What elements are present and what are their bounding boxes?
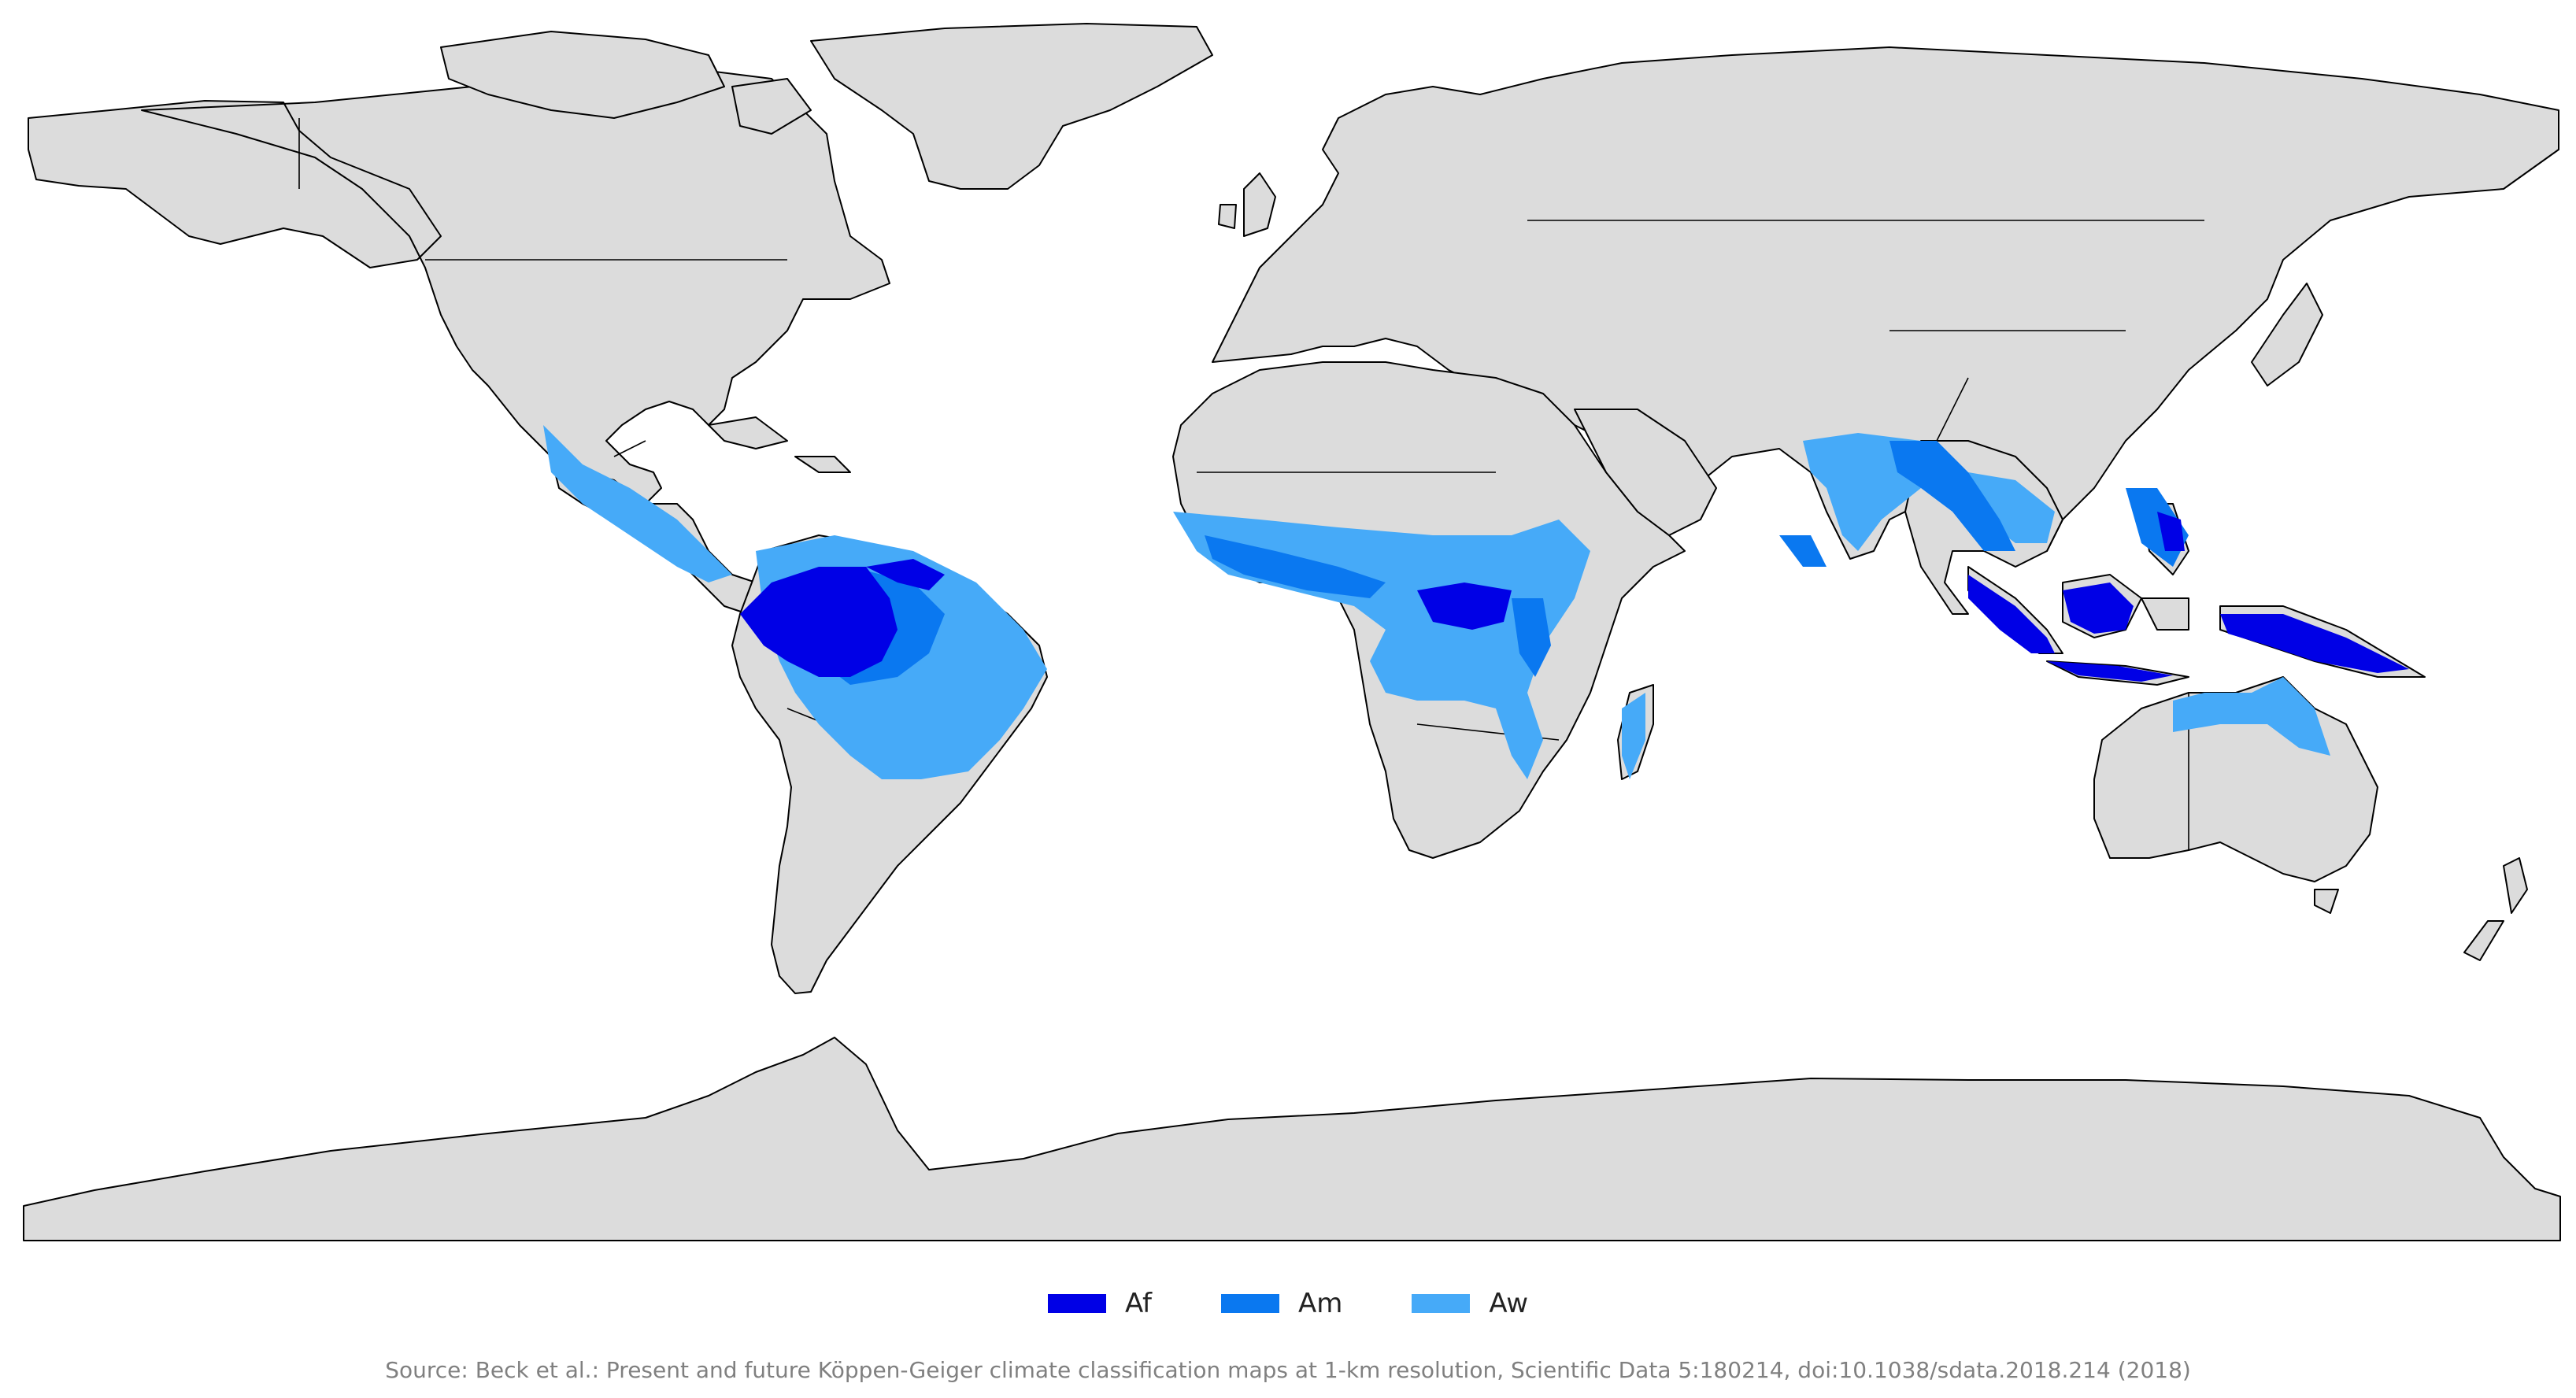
legend-label-am: Am <box>1297 1288 1343 1319</box>
legend-label-af: Af <box>1124 1288 1152 1319</box>
legend: Af Am Aw <box>0 1282 2576 1326</box>
zone-af <box>740 512 2409 682</box>
legend-label-aw: Aw <box>1489 1288 1529 1319</box>
greenland <box>810 23 1213 190</box>
japan <box>2251 283 2323 386</box>
legend-item-aw: Aw <box>1412 1288 1528 1319</box>
british-isles <box>1218 172 1276 237</box>
legend-swatch-af <box>1047 1294 1106 1313</box>
new-zealand <box>2463 857 2528 961</box>
north-america <box>28 62 890 505</box>
world-map <box>23 23 2561 1241</box>
legend-item-af: Af <box>1047 1288 1152 1319</box>
climate-zones <box>543 425 2409 779</box>
legend-swatch-aw <box>1412 1294 1471 1313</box>
arctic-islands <box>440 31 812 135</box>
caribbean-islands <box>708 416 851 473</box>
arabia <box>1574 409 1717 536</box>
antarctica <box>23 1037 2561 1241</box>
legend-swatch-am <box>1220 1294 1279 1313</box>
legend-item-am: Am <box>1220 1288 1343 1319</box>
source-caption: Source: Beck et al.: Present and future … <box>385 1357 2191 1383</box>
tasmania <box>2314 889 2339 914</box>
